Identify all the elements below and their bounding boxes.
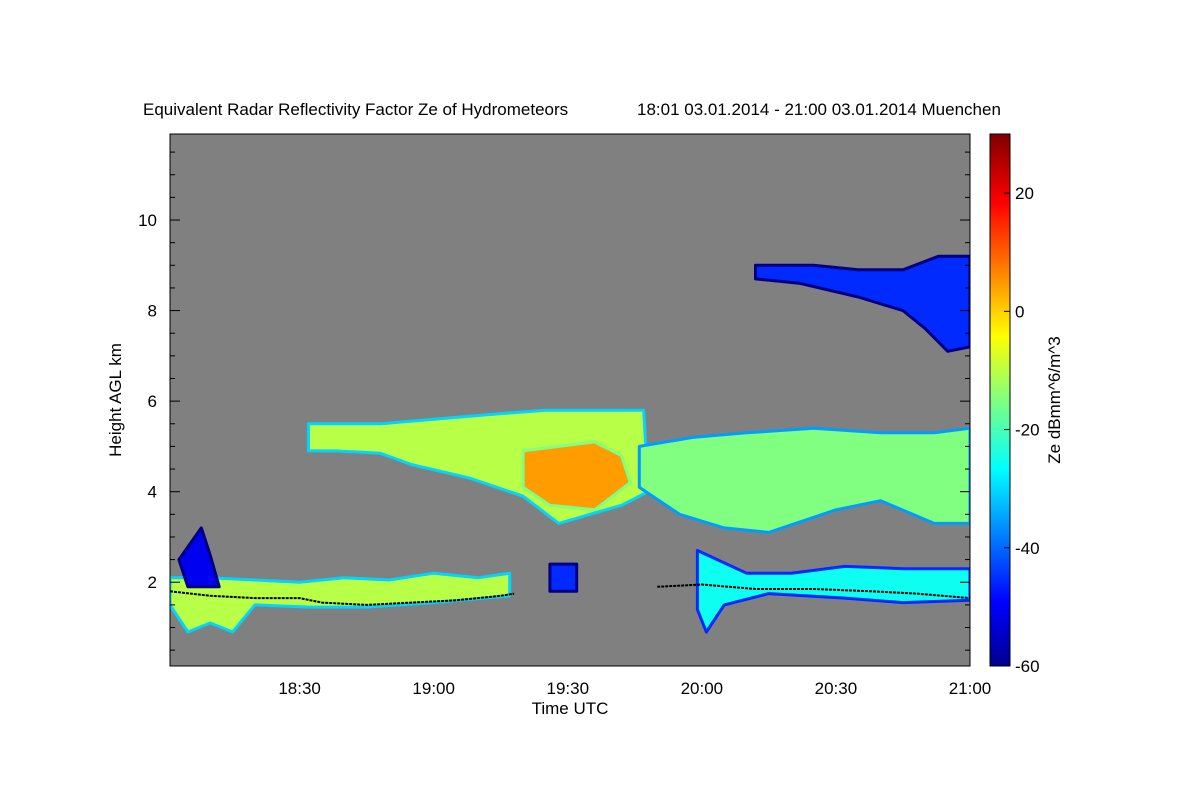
chart-title: Equivalent Radar Reflectivity Factor Ze … xyxy=(143,100,568,119)
echo-region-1 xyxy=(177,526,221,589)
x-tick-label: 20:00 xyxy=(681,679,724,698)
x-axis-label: Time UTC xyxy=(532,699,609,718)
y-tick-label: 8 xyxy=(148,302,157,321)
y-tick-label: 4 xyxy=(148,483,157,502)
colorbar-tick-label: 0 xyxy=(1015,302,1024,321)
echo-region-3 xyxy=(521,440,632,512)
colorbar-gradient xyxy=(989,133,1011,667)
y-tick-label: 10 xyxy=(138,211,157,230)
y-axis: 2 4 6 8 10 xyxy=(138,151,970,651)
colorbar-tick-label: -60 xyxy=(1015,657,1040,676)
cloud-base-line xyxy=(170,590,515,606)
y-axis-label: Height AGL km xyxy=(106,343,125,457)
echo-region-5 xyxy=(754,254,970,353)
x-tick-label: 21:00 xyxy=(949,679,992,698)
plot-frame xyxy=(169,133,971,667)
colorbar-label: Ze dBmm^6/m^3 xyxy=(1045,336,1064,463)
x-tick-label: 18:30 xyxy=(278,679,321,698)
plot-area: 18:30 19:00 19:30 20:00 20:30 21:00 2 4 6 8 10 xyxy=(138,133,991,698)
y-tick-label: 2 xyxy=(148,573,157,592)
echo-region-6 xyxy=(695,549,970,634)
cloud-base-line-2 xyxy=(657,583,970,600)
colorbar-tick-label: -40 xyxy=(1015,539,1040,558)
colorbar-tick-label: 20 xyxy=(1015,184,1034,203)
echo-region-4 xyxy=(637,426,970,534)
colorbar: -60 -40 -20 0 20 Ze dBmm^6/m^3 xyxy=(989,133,1064,676)
x-axis: 18:30 19:00 19:30 20:00 20:30 21:00 xyxy=(278,679,991,698)
x-tick-label: 19:30 xyxy=(546,679,589,698)
echo-region-7 xyxy=(548,562,579,593)
echo-layer xyxy=(170,254,970,634)
y-tick-label: 6 xyxy=(148,392,157,411)
chart-subtitle: 18:01 03.01.2014 - 21:00 03.01.2014 Muen… xyxy=(637,100,1001,119)
colorbar-tick-label: -20 xyxy=(1015,421,1040,440)
colorbar-ticks: -60 -40 -20 0 20 xyxy=(1004,184,1040,676)
x-tick-label: 19:00 xyxy=(412,679,455,698)
x-tick-label: 20:30 xyxy=(815,679,858,698)
